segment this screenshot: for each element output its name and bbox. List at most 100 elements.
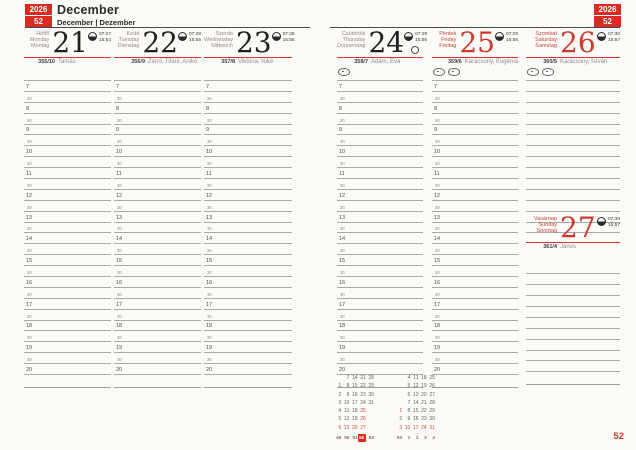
day-of-year: 358/7	[354, 59, 368, 65]
half-hour-label: 30	[340, 117, 345, 123]
half-hour-label: 30	[27, 204, 32, 210]
day-number: 21	[52, 26, 88, 59]
half-hour-label: 30	[340, 357, 345, 363]
mini-calendar-day: 19	[352, 416, 358, 423]
hour-line	[526, 361, 620, 373]
day-time-grid	[526, 80, 620, 385]
day-header: Kedd Tuesday Dienstag 22 07:28 15:55 356/9 Zénó…	[114, 29, 201, 71]
hour-label: 17	[434, 301, 441, 308]
half-hour-line: 30	[24, 353, 111, 365]
day-header-underline	[432, 56, 518, 58]
mini-calendar-day: 20	[352, 424, 358, 431]
mini-calendar-day: 30	[429, 416, 435, 423]
half-hour-line: 30	[432, 244, 518, 256]
hour-line: 8	[24, 103, 111, 114]
year-week-badge-right: 2026 52	[594, 4, 621, 27]
hour-line: 12	[337, 190, 423, 201]
half-hour-label: 30	[27, 291, 32, 297]
hour-line: 10	[204, 146, 292, 158]
hour-line	[526, 274, 620, 286]
sunrise-time: 07:28	[282, 32, 295, 37]
day-name: Friday	[441, 37, 457, 44]
day-of-year: 356/9	[131, 59, 145, 65]
half-hour-label: 30	[435, 357, 440, 363]
day-name: Szombat	[535, 31, 557, 37]
header-rule-right	[330, 26, 620, 28]
hour-line: 16	[24, 277, 111, 288]
hour-label: 20	[434, 367, 441, 374]
mini-calendar-day: 19	[421, 383, 427, 390]
half-hour-line: 30	[432, 201, 518, 212]
half-hour-label: 30	[435, 139, 440, 145]
hour-line	[526, 318, 620, 329]
day-meta: 361/4 János	[526, 244, 620, 250]
sun-times: 07:29 15:56	[506, 32, 518, 43]
sun-block: 07:28 15:55	[271, 29, 295, 43]
namedays: Viktória, Niké	[238, 59, 274, 65]
mini-calendar-day: 24	[360, 399, 366, 406]
bottom-line	[432, 375, 518, 388]
hour-label: 20	[26, 367, 33, 374]
hour-line: 14	[432, 233, 518, 245]
hour-label: 10	[206, 149, 213, 156]
half-hour-label: 30	[435, 270, 440, 276]
half-hour-line: 30	[114, 135, 201, 147]
sunset-time: 15:56	[415, 37, 428, 43]
mini-calendar-day: 21	[360, 375, 366, 381]
week-number: 53	[397, 435, 403, 441]
hour-line	[526, 179, 620, 190]
day-number: 27	[560, 211, 596, 244]
hour-label: 20	[339, 367, 346, 374]
hour-line: 16	[432, 277, 518, 288]
hour-label: 15	[434, 258, 441, 265]
half-hour-line: 30	[204, 92, 292, 103]
half-hour-label: 30	[117, 270, 122, 276]
half-hour-line: 30	[432, 92, 518, 103]
hour-label: 11	[116, 171, 122, 178]
half-hour-label: 30	[340, 95, 345, 101]
half-hour-line: 30	[432, 288, 518, 299]
sun-times: 07:27 15:54	[99, 32, 111, 43]
half-hour-line: 30	[432, 179, 518, 190]
half-hour-label: 30	[207, 291, 212, 297]
mini-calendar-day	[394, 374, 402, 382]
hour-line	[526, 307, 620, 318]
day-name: Montag	[30, 43, 50, 50]
hour-label: 19	[434, 345, 441, 352]
half-hour-label: 30	[207, 335, 212, 341]
day-name-stack: Vasárnap Sunday Sonntag	[526, 214, 557, 235]
half-hour-line: 30	[337, 114, 423, 125]
hour-label: 14	[206, 236, 213, 243]
hour-label: 9	[116, 127, 120, 134]
day-number: 22	[142, 26, 178, 59]
hour-label: 10	[26, 149, 33, 156]
half-hour-label: 30	[207, 139, 212, 145]
half-hour-line: 30	[337, 179, 423, 190]
day-header: Péntek Friday Freitag 25 07:29 15:56 359/6 Kará…	[432, 29, 518, 71]
hour-label: 16	[116, 279, 123, 286]
mini-calendar: 7 14 21 28 1 8 15 22 29 2 9 16 23 30 3 10 17 24 31 4 11 18 25 5…	[333, 374, 435, 443]
half-hour-label: 30	[207, 204, 212, 210]
half-hour-line: 30	[204, 353, 292, 365]
week-number-label: 52	[34, 17, 43, 26]
half-hour-line: 30	[114, 92, 201, 103]
day-header: Vasárnap Sunday Sonntag 27 07:30 15:57 361/4 Já…	[526, 214, 620, 256]
hour-label: 13	[116, 214, 123, 221]
half-hour-line: 30	[432, 353, 518, 365]
hour-label: 14	[116, 236, 123, 243]
hour-label: 20	[206, 367, 213, 374]
hour-label: 7	[206, 83, 210, 90]
hour-label: 7	[26, 83, 30, 90]
day-name: Sonntag	[536, 228, 558, 235]
hour-label: 9	[26, 127, 30, 134]
mini-calendar-day: 26	[429, 383, 435, 390]
hour-line	[526, 92, 620, 103]
sunrise-sunset-icon	[404, 32, 414, 41]
hour-label: 13	[26, 214, 33, 221]
hour-line: 8	[337, 103, 423, 114]
mini-calendar-day: 31	[429, 424, 435, 431]
hour-line: 13	[114, 212, 201, 223]
half-hour-label: 30	[27, 161, 32, 167]
year-label: 2026	[594, 4, 621, 16]
